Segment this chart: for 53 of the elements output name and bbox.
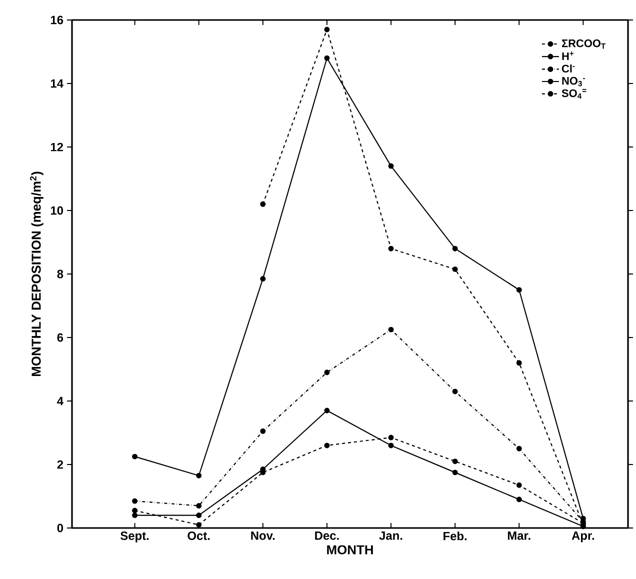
point [196,503,202,509]
x-tick-label: Nov. [251,532,275,540]
y-tick-label: 16 [50,16,64,24]
point [196,512,202,518]
point [452,246,458,252]
x-tick-label: Feb. [444,532,467,540]
y-tick-label: 4 [57,396,64,406]
point [388,326,394,332]
x-tick-label: Sept. [120,532,149,542]
y-tick-label: 8 [57,270,64,278]
y-tick-label: 6 [57,333,64,342]
point [516,287,522,293]
y-tick-label: 12 [50,142,64,152]
point [260,276,266,282]
point [132,454,138,460]
x-tick-label: Dec. [315,532,339,540]
point [324,442,330,448]
x-tick-label: Apr. [572,532,594,542]
point [260,428,266,434]
legend-label: H$^{+}$ [562,52,574,60]
point [324,26,330,32]
y-axis-title: MONTHLY DEPOSITION (meq/m$^{2}$) [30,172,44,376]
y-tick-label: 0 [57,524,64,532]
point [452,388,458,394]
point [324,55,330,61]
x-axis-title: MONTH [327,545,373,554]
point [196,472,202,478]
x-tick-label: Jan. [379,532,402,540]
point [260,201,266,207]
point [388,163,394,169]
point [452,266,458,272]
point [516,496,522,502]
x-tick-label: Oct. [188,532,210,540]
y-tick-label: 2 [57,460,64,469]
y-tick-label: 10 [50,206,64,215]
point [516,482,522,488]
point [388,434,394,440]
point [132,512,138,518]
point [132,498,138,504]
point [516,446,522,452]
legend-label: Cl$^{-}$ [562,64,575,73]
point [452,470,458,476]
point [196,522,202,528]
y-tick-label: 14 [50,79,64,88]
point [388,246,394,252]
point [388,442,394,448]
point [324,370,330,376]
x-tick-label: Mar. [508,532,530,540]
point [324,408,330,414]
point [452,458,458,464]
point [516,360,522,366]
point [132,508,138,514]
legend-label: ΣRCOO$_{T}$ [562,39,606,49]
